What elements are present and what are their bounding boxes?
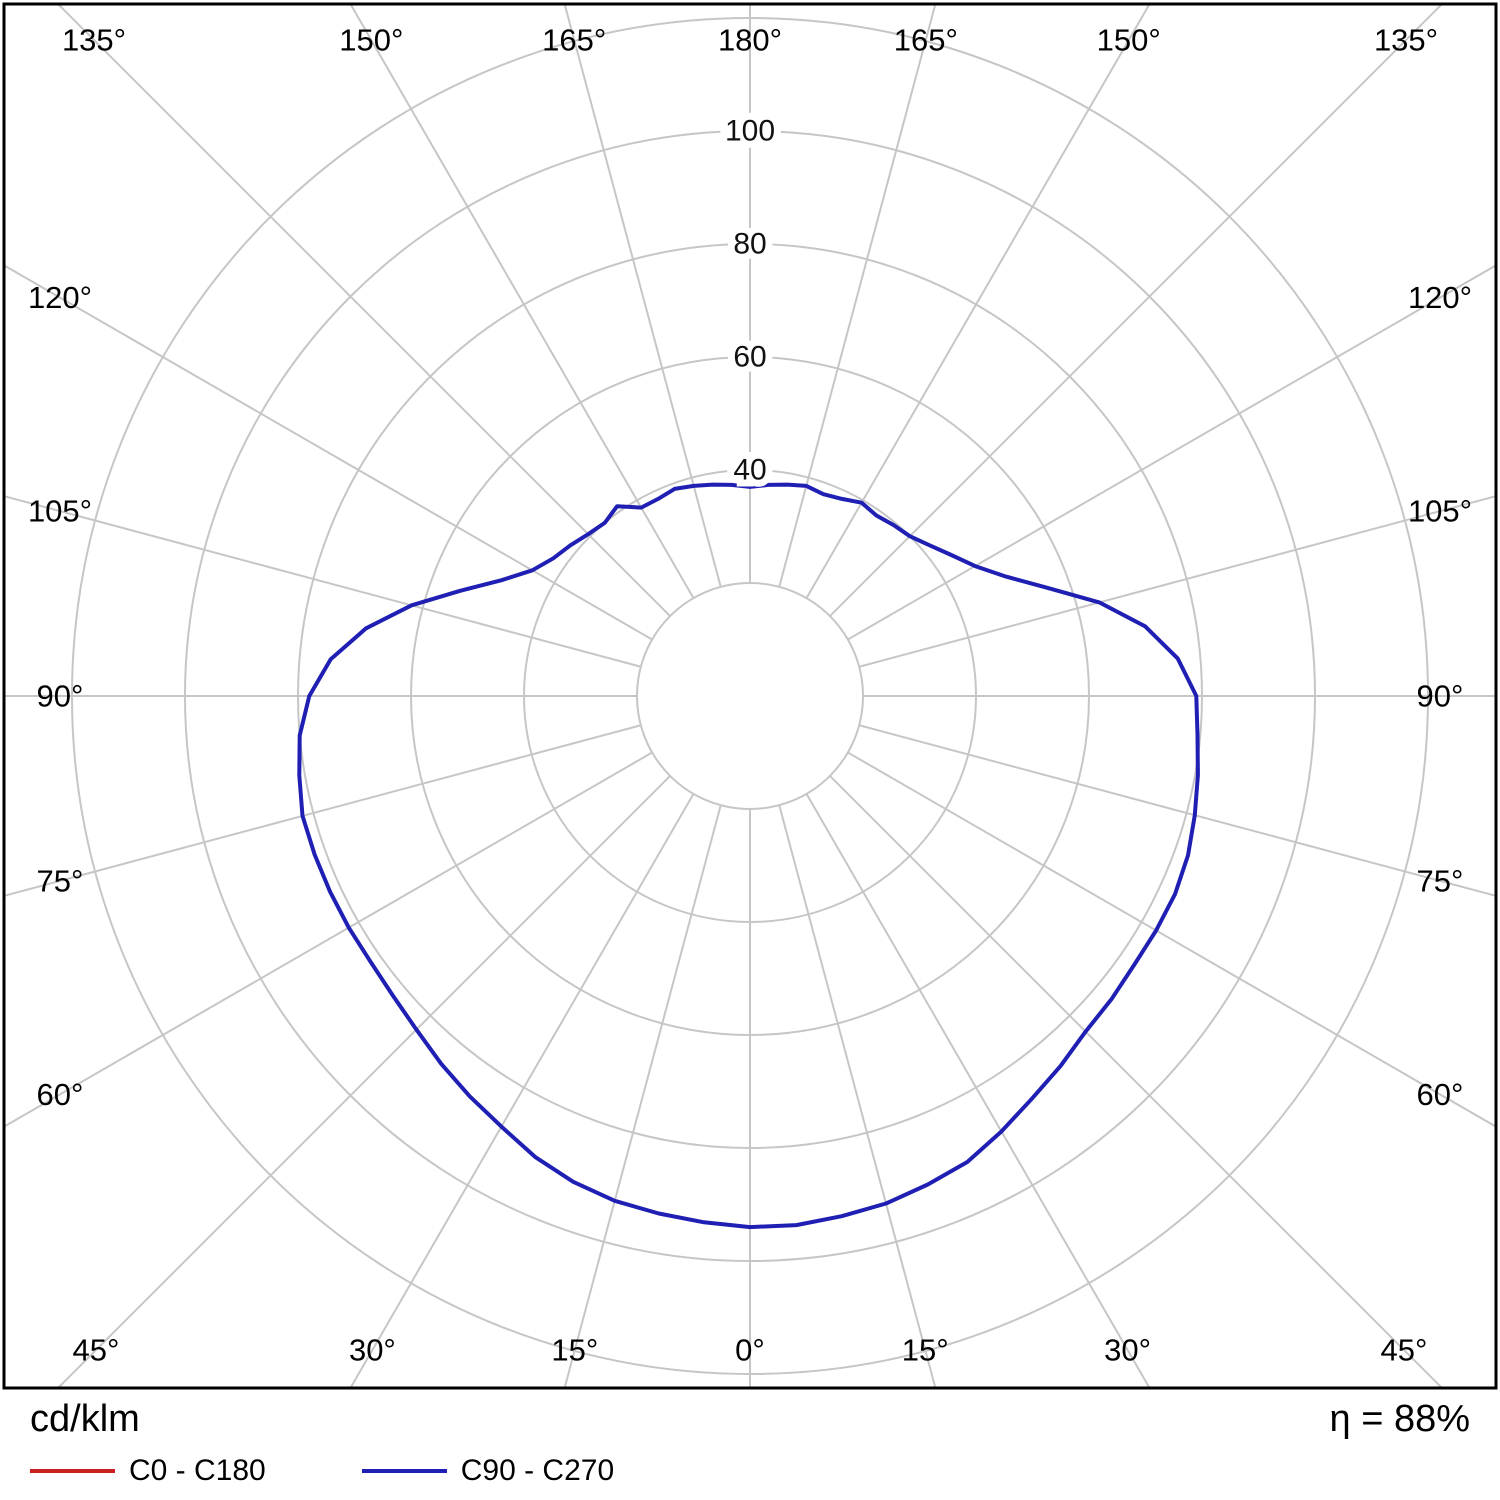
grid-spoke bbox=[829, 775, 1444, 1388]
grid-spoke bbox=[4, 264, 653, 641]
grid-spoke bbox=[4, 724, 642, 897]
radial-tick-label-80: 80 bbox=[733, 228, 766, 261]
grid-spoke bbox=[4, 751, 653, 1128]
legend-swatch-c90-c270 bbox=[361, 1469, 447, 1473]
grid-spoke bbox=[778, 4, 937, 588]
angle-label-60-left: 60° bbox=[37, 1077, 84, 1112]
angle-label-90-left: 90° bbox=[37, 679, 84, 714]
angle-label-15-right: 15° bbox=[902, 1333, 949, 1368]
radial-tick-label-60: 60 bbox=[733, 341, 766, 374]
grid-spoke bbox=[829, 4, 1444, 617]
angle-label-135-right: 135° bbox=[1374, 23, 1438, 58]
legend-swatch-c0-c180 bbox=[30, 1469, 115, 1473]
grid-spoke bbox=[56, 775, 671, 1388]
grid-circle-20 bbox=[636, 582, 864, 810]
grid-spoke bbox=[778, 804, 937, 1388]
grid-spoke bbox=[847, 264, 1496, 641]
grid-spoke bbox=[349, 793, 695, 1388]
angle-label-150-left: 150° bbox=[339, 23, 403, 58]
chart-footer: cd/klm η = 88% C0 - C180 C90 - C270 bbox=[0, 1392, 1500, 1500]
grid-spoke bbox=[56, 4, 671, 617]
grid-spoke bbox=[563, 4, 722, 588]
grid-spoke bbox=[847, 751, 1496, 1128]
angle-label-105-right: 105° bbox=[1408, 494, 1472, 529]
angle-label-30-right: 30° bbox=[1104, 1333, 1151, 1368]
footer-row: cd/klm η = 88% bbox=[0, 1392, 1500, 1441]
chart-frame bbox=[2, 2, 1498, 1390]
angle-label-45-right: 45° bbox=[1381, 1333, 1428, 1368]
polar-grid: 40 60 80 100 0° 180° 15° 15° 30° 30° 45° 45° 60° 60° 7… bbox=[4, 4, 1496, 1388]
angle-label-15-left: 15° bbox=[551, 1333, 598, 1368]
grid-spoke bbox=[4, 495, 642, 668]
grid-spoke bbox=[858, 495, 1496, 668]
angle-label-75-left: 75° bbox=[37, 863, 84, 898]
angle-label-105-left: 105° bbox=[28, 494, 92, 529]
angle-label-30-left: 30° bbox=[349, 1333, 396, 1368]
angle-label-120-right: 120° bbox=[1408, 280, 1472, 315]
polar-chart: 40 60 80 100 0° 180° 15° 15° 30° 30° 45° 45° 60° 60° 7… bbox=[2, 2, 1498, 1390]
legend-label-c0-c180: C0 - C180 bbox=[129, 1454, 266, 1487]
grid-spoke bbox=[349, 4, 695, 599]
angle-label-165-right: 165° bbox=[894, 23, 958, 58]
angle-label-165-left: 165° bbox=[542, 23, 606, 58]
grid-spoke bbox=[563, 804, 722, 1388]
angle-label-75-right: 75° bbox=[1417, 863, 1464, 898]
radial-tick-label-40: 40 bbox=[733, 454, 766, 487]
angle-label-120-left: 120° bbox=[28, 280, 92, 315]
c90-c270-curve bbox=[297, 482, 1200, 1230]
grid-spoke bbox=[858, 724, 1496, 897]
grid-spoke bbox=[805, 4, 1151, 599]
angle-label-45-left: 45° bbox=[73, 1333, 120, 1368]
angle-label-90-right: 90° bbox=[1417, 679, 1464, 714]
legend: C0 - C180 C90 - C270 bbox=[30, 1454, 614, 1488]
angle-label-150-right: 150° bbox=[1097, 23, 1161, 58]
grid-spoke bbox=[805, 793, 1151, 1388]
efficiency-label: η = 88% bbox=[1329, 1398, 1471, 1440]
angle-label-135-left: 135° bbox=[62, 23, 126, 58]
radial-tick-label-100: 100 bbox=[725, 115, 775, 148]
angle-label-60-right: 60° bbox=[1417, 1077, 1464, 1112]
unit-label: cd/klm bbox=[30, 1398, 140, 1440]
angle-label-180: 180° bbox=[718, 23, 782, 58]
angle-label-0: 0° bbox=[735, 1333, 765, 1368]
legend-label-c90-c270: C90 - C270 bbox=[460, 1454, 615, 1487]
